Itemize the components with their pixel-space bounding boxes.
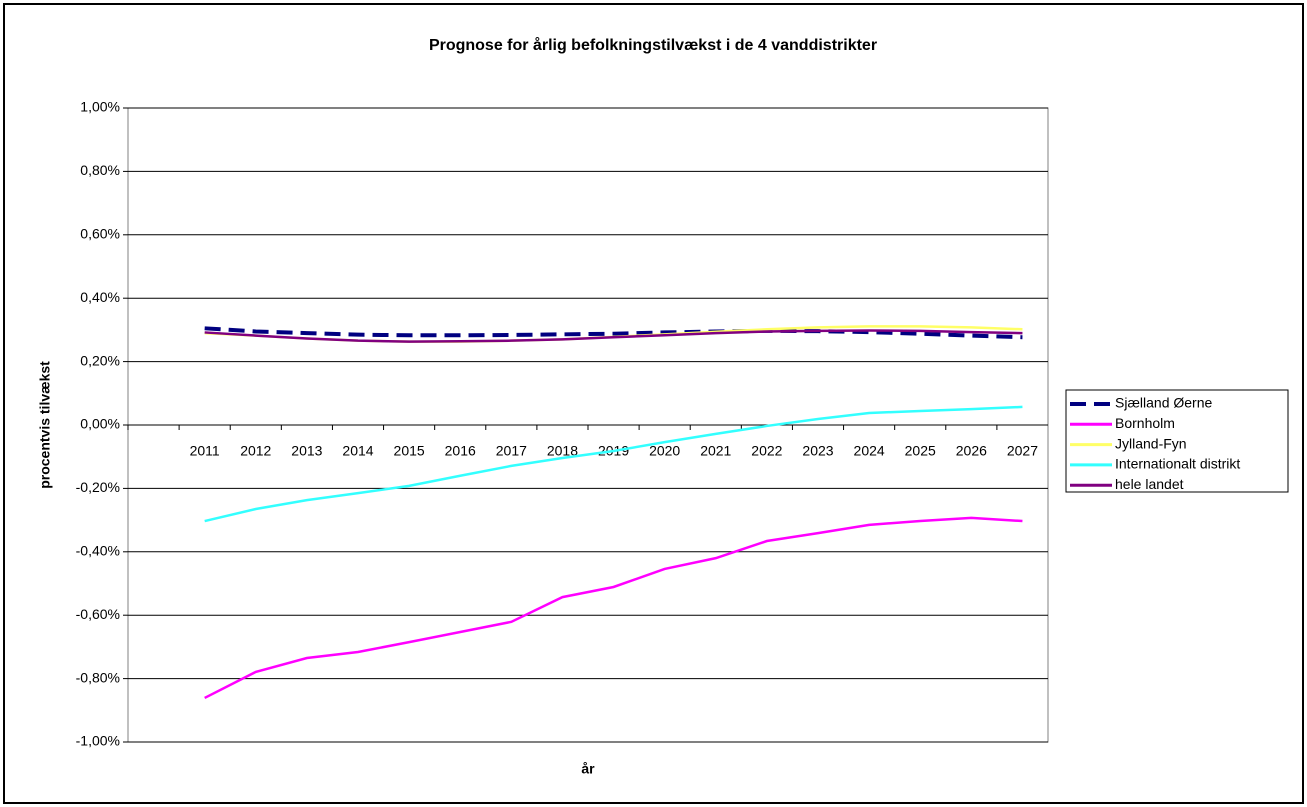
legend-label: hele landet (1115, 476, 1184, 492)
x-tick-label: 2018 (547, 443, 578, 459)
legend-label: Jylland-Fyn (1115, 435, 1187, 451)
y-tick-label: 0,00% (80, 416, 120, 432)
y-tick-label: -1,00% (76, 733, 120, 749)
legend-label: Bornholm (1115, 415, 1175, 431)
x-tick-label: 2015 (394, 443, 425, 459)
y-tick-label: 0,60% (80, 226, 120, 242)
series-line (204, 326, 1023, 340)
y-tick-label: 0,20% (80, 352, 120, 368)
y-tick-label: 0,40% (80, 289, 120, 305)
chart-title: Prognose for årlig befolkningstilvækst i… (429, 36, 877, 54)
x-tick-label: 2025 (905, 443, 936, 459)
series-line (204, 516, 1023, 700)
x-tick-label: 2011 (190, 443, 220, 459)
y-tick-label: 1,00% (80, 99, 120, 115)
x-tick-label: 2024 (854, 443, 885, 459)
y-axis-title: procentvis tilvækst (37, 361, 53, 489)
x-tick-label: 2020 (649, 443, 680, 459)
x-tick-label: 2012 (240, 443, 271, 459)
x-axis-title: år (581, 761, 595, 777)
x-tick-label: 2027 (1007, 443, 1038, 459)
x-tick-label: 2014 (342, 443, 373, 459)
y-tick-label: -0,20% (76, 479, 120, 495)
y-tick-label: -0,60% (76, 606, 120, 622)
x-tick-label: 2021 (700, 443, 731, 459)
x-tick-label: 2023 (802, 443, 833, 459)
x-tick-label: 2022 (751, 443, 782, 459)
legend-box (1065, 389, 1289, 493)
x-tick-label: 2016 (445, 443, 476, 459)
series-line (204, 405, 1023, 523)
y-tick-label: -0,80% (76, 669, 120, 685)
y-tick-label: 0,80% (80, 162, 120, 178)
x-tick-label: 2026 (956, 443, 987, 459)
series-line (204, 329, 1023, 343)
legend-label: Internationalt distrikt (1115, 456, 1240, 472)
y-tick-label: -0,40% (76, 543, 120, 559)
legend-label: Sjælland Øerne (1115, 395, 1212, 411)
x-tick-label: 2013 (291, 443, 322, 459)
x-tick-label: 2017 (496, 443, 527, 459)
